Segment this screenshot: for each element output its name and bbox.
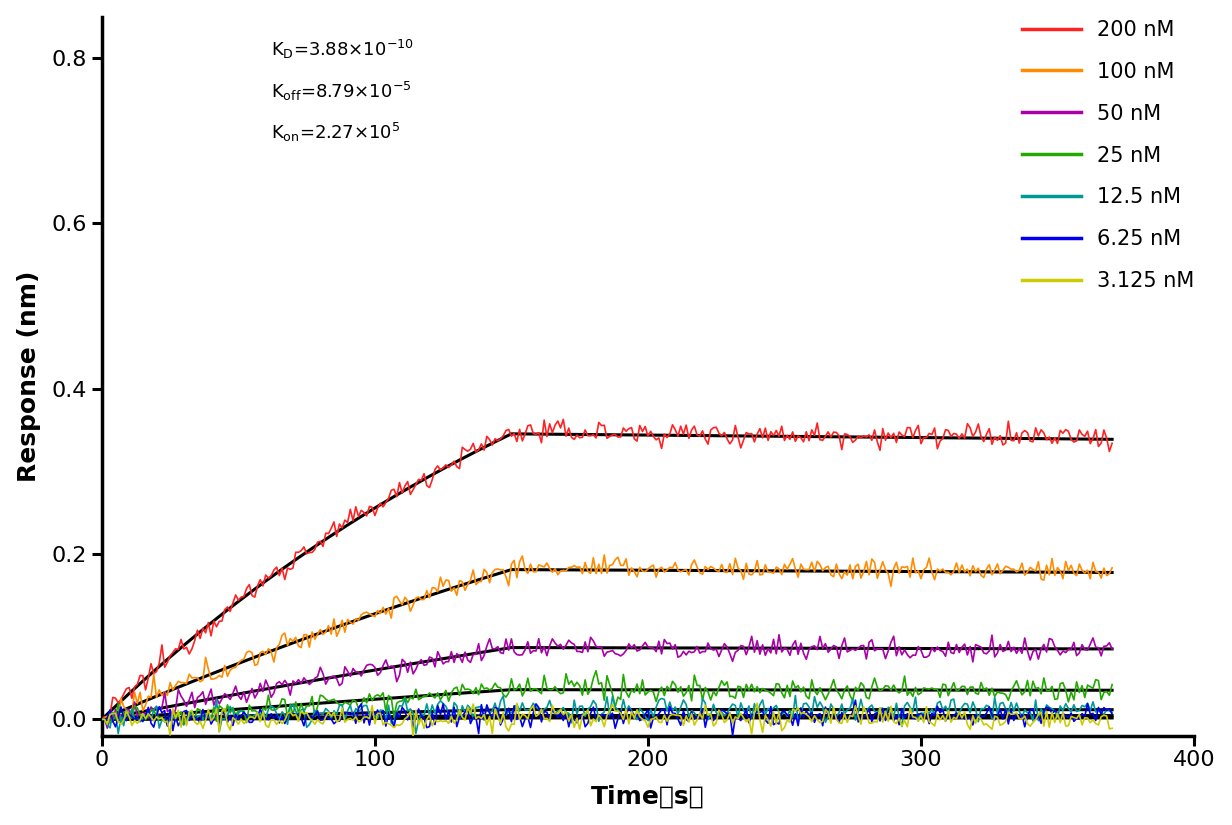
Y-axis label: Response (nm): Response (nm) bbox=[17, 271, 41, 482]
Text: K$_\mathrm{D}$=3.88×10$^{-10}$
K$_\mathrm{off}$=8.79×10$^{-5}$
K$_\mathrm{on}$=2: K$_\mathrm{D}$=3.88×10$^{-10}$ K$_\mathr… bbox=[271, 38, 414, 144]
X-axis label: Time（s）: Time（s） bbox=[591, 785, 705, 808]
Legend: 200 nM, 100 nM, 50 nM, 25 nM, 12.5 nM, 6.25 nM, 3.125 nM: 200 nM, 100 nM, 50 nM, 25 nM, 12.5 nM, 6… bbox=[1023, 20, 1195, 291]
